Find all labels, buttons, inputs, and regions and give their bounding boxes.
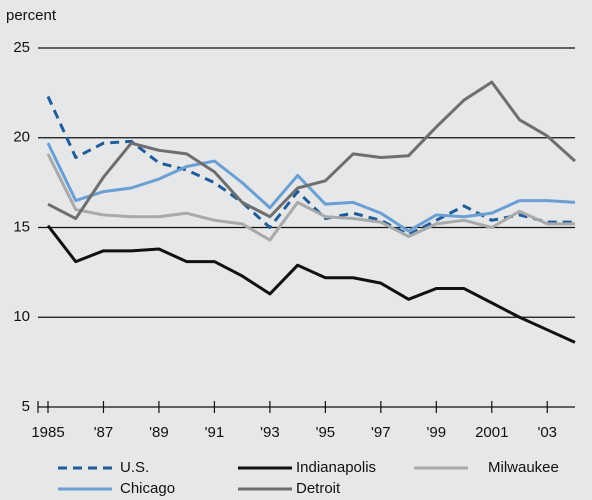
line-series: [47, 80, 577, 221]
x-tick-label: '95: [316, 424, 336, 441]
legend-label: Detroit: [296, 480, 341, 497]
y-tick-label: 25: [13, 39, 30, 56]
y-axis-label: percent: [6, 7, 57, 24]
x-tick-label: '91: [205, 424, 225, 441]
line-series: [46, 142, 576, 233]
legend-label: Milwaukee: [488, 459, 559, 476]
legend-label: Indianapolis: [296, 459, 376, 476]
line-series: [46, 224, 576, 344]
x-tick-label: 2001: [475, 424, 508, 441]
x-tick-label: '87: [94, 424, 114, 441]
y-tick-label: 15: [13, 218, 30, 235]
x-tick-label: 1985: [31, 424, 64, 441]
x-tick-label: '99: [427, 424, 447, 441]
legend-label: Chicago: [120, 480, 175, 497]
y-tick-label: 10: [13, 308, 30, 325]
x-tick-label: '93: [260, 424, 280, 441]
line-series: [46, 153, 575, 242]
x-tick-label: '03: [537, 424, 557, 441]
line-series: [46, 95, 575, 237]
x-tick-label: '97: [371, 424, 391, 441]
x-tick-label: '89: [149, 424, 169, 441]
y-tick-label: 20: [13, 129, 30, 146]
y-tick-label: 5: [22, 398, 30, 415]
legend-label: U.S.: [120, 459, 149, 476]
